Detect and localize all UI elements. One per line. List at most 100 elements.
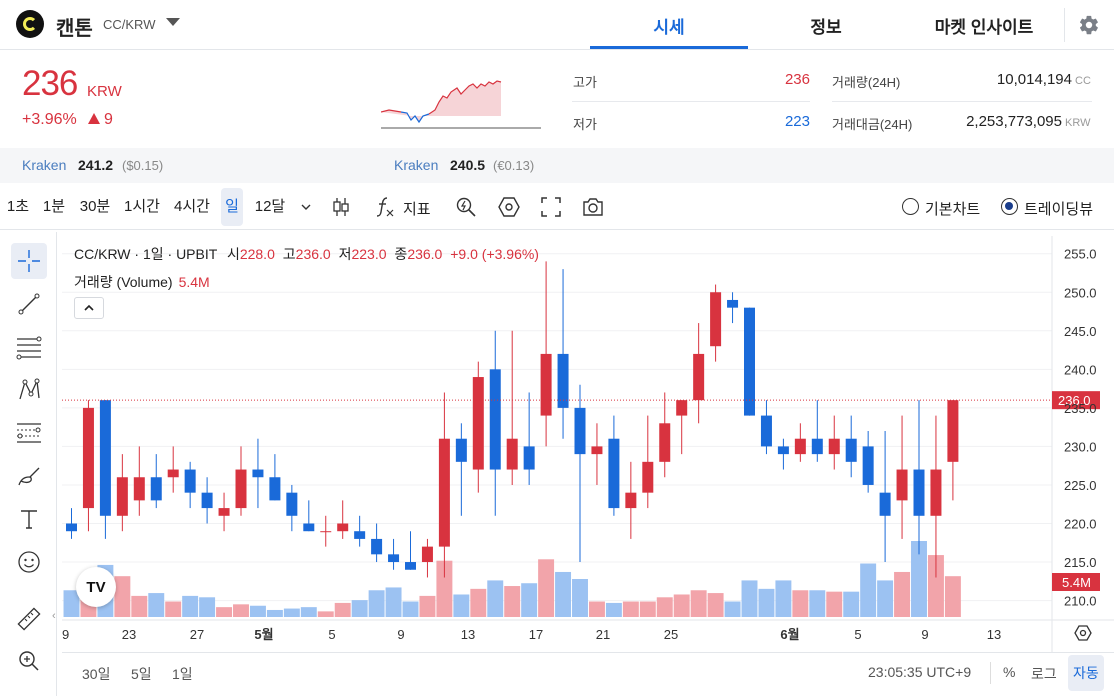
volume-24h-label: 거래량(24H) [832,75,901,90]
last-price-label: 236.0 [1058,393,1091,408]
volume-bar [283,608,300,617]
mini-chart-fill [381,81,501,122]
high-value: 236 [784,71,810,88]
view-tradingview-radio[interactable] [1001,198,1018,215]
tab-market-insight[interactable]: 마켓 인사이트 [934,17,1034,37]
interval-day[interactable]: 일 [221,188,243,226]
interval-1h[interactable]: 1시간 [124,198,160,215]
legend-symbol[interactable]: CC/KRW · 1일 · UPBIT [74,246,218,262]
tradingview-logo-icon[interactable]: TV [76,567,116,607]
candle-body [676,400,688,416]
candlestick-chart[interactable]: 236.0 5.4M 210.0 215.0 220.0 225.0 230.0 235.0… [62,236,1114,652]
volume-bar [622,601,639,617]
legend-open: 228.0 [239,246,275,262]
tab-quote[interactable]: 시세 [653,17,685,37]
volume-bar [809,590,826,617]
low-label: 저가 [573,117,597,132]
volume-bar [673,594,690,617]
ruler-icon [17,607,41,631]
forecast-tool[interactable] [11,415,47,451]
legend-volume-label[interactable]: 거래량 (Volume) [74,274,173,290]
exchange-price: 241.2 [78,157,114,173]
view-tradingview-label[interactable]: 트레이딩뷰 [1024,201,1094,218]
legend-change: +9.0 (+3.96%) [450,246,539,262]
candle-body [710,292,722,347]
interval-12mo[interactable]: 12달 [254,198,286,215]
alert-button[interactable] [451,192,481,222]
candle-body [184,469,196,493]
change-absolute: 9 [104,111,113,128]
tab-info[interactable]: 정보 [810,17,842,37]
x-tick-label: 9 [397,627,404,642]
brush-tool[interactable] [11,458,47,494]
auto-scale-toggle[interactable]: 자동 [1068,655,1104,691]
volume-bar [233,604,249,617]
last-volume-label: 5.4M [1062,575,1091,590]
range-1d[interactable]: 1일 [172,666,193,682]
candle-body [862,446,874,485]
fullscreen-button[interactable] [536,192,566,222]
trend-line-tool[interactable] [11,286,47,322]
ruler-tool[interactable] [11,601,47,637]
volume-bar [826,591,843,617]
chart-clock[interactable]: 23:05:35 UTC+9 [868,664,972,680]
settings-button[interactable] [494,192,524,222]
volume-bar [944,576,961,617]
coin-name[interactable]: 캔톤 [56,18,93,40]
turnover-24h-label: 거래대금(24H) [832,117,913,132]
x-tick-label: 5 [328,627,335,642]
candle-body [99,400,111,516]
rail-collapse-arrow-icon[interactable]: ‹ [52,610,56,622]
log-scale-toggle[interactable]: 로그 [1031,666,1057,682]
volume-bar [572,579,588,617]
exchange-price: 240.5 [450,157,486,173]
volume-bar [182,595,199,617]
legend-collapse-button[interactable] [74,297,104,319]
exchange-name[interactable]: Kraken [22,157,67,173]
volume-bar [894,571,911,617]
interval-4h[interactable]: 4시간 [174,198,210,215]
percent-scale-toggle[interactable]: % [1003,664,1016,680]
candle-body [66,523,77,532]
high-label: 고가 [573,75,597,90]
candle-body [252,469,264,478]
indicators-label[interactable]: 지표 [403,201,431,218]
chart-type-button[interactable] [326,192,356,222]
volume-bar [487,580,504,617]
view-basic-label[interactable]: 기본차트 [925,201,981,218]
camera-icon [583,198,603,216]
exchange-price-eur: (€0.13) [493,158,535,173]
y-tick-label: 215.0 [1064,555,1097,570]
interval-1s[interactable]: 1초 [6,198,30,215]
y-tick-label: 220.0 [1064,517,1097,532]
last-volume-tag [1052,573,1100,591]
legend-close: 236.0 [407,246,443,262]
text-tool[interactable] [11,501,47,537]
volume-bar [504,586,521,617]
axis-settings-icon[interactable] [1074,625,1092,641]
range-30d[interactable]: 30일 [82,666,111,682]
indicators-button[interactable] [369,192,399,222]
view-basic-radio[interactable] [902,198,919,215]
fib-tool[interactable] [11,329,47,365]
range-5d[interactable]: 5일 [131,666,152,682]
pattern-tool[interactable] [11,372,47,408]
interval-1m[interactable]: 1분 [42,198,66,215]
volume-bar [334,602,351,617]
turnover-24h-unit: KRW [1065,117,1091,129]
x-tick-label: 6월 [780,627,799,642]
emoji-tool[interactable] [11,544,47,580]
zoom-tool[interactable] [11,643,47,679]
volume-bar [63,590,80,617]
screenshot-button[interactable] [578,192,608,222]
exchange-name[interactable]: Kraken [394,157,439,173]
candle-body [421,546,433,563]
chevron-down-icon[interactable] [166,18,180,26]
candle-body [794,438,806,455]
coin-pair[interactable]: CC/KRW [103,17,156,32]
crosshair-tool[interactable] [11,243,47,279]
settings-gear-button[interactable] [1064,8,1112,42]
zoom-in-icon [19,651,39,671]
interval-30m[interactable]: 30분 [79,198,111,215]
interval-dropdown[interactable] [291,192,321,222]
